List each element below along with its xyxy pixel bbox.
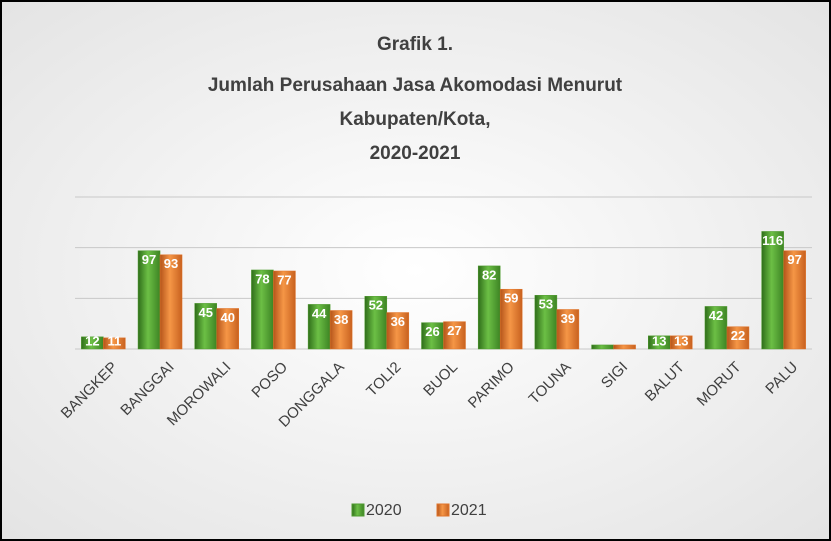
bar xyxy=(159,254,183,350)
value-label: 11 xyxy=(107,333,121,348)
bar xyxy=(591,344,614,350)
value-label: 39 xyxy=(561,311,575,326)
value-label: 82 xyxy=(482,267,496,282)
value-label: 93 xyxy=(164,256,178,271)
bar xyxy=(499,288,523,350)
legend-label: 2020 xyxy=(366,502,402,519)
value-label: 97 xyxy=(787,252,801,267)
bar xyxy=(386,312,410,350)
value-label: 40 xyxy=(220,310,234,325)
legend-swatch xyxy=(436,503,450,517)
legend-swatch xyxy=(351,503,365,517)
value-label: 78 xyxy=(255,271,269,286)
chart-title: Kabupaten/Kota, xyxy=(340,109,491,130)
value-label: 45 xyxy=(198,305,212,320)
bar xyxy=(216,308,239,350)
value-label: 13 xyxy=(652,333,666,348)
bar xyxy=(443,321,466,350)
bar xyxy=(783,250,806,350)
value-label: 53 xyxy=(539,297,553,312)
value-label: 116 xyxy=(762,233,783,248)
bar xyxy=(103,337,126,350)
bar xyxy=(670,335,693,350)
value-label: 44 xyxy=(312,306,327,321)
value-label: 22 xyxy=(731,328,745,343)
value-label: 13 xyxy=(674,333,688,348)
value-label: 77 xyxy=(277,272,291,287)
value-label: 59 xyxy=(504,291,518,306)
chart-title: 2020-2021 xyxy=(370,143,461,164)
chart-title: Grafik 1. xyxy=(377,34,453,55)
value-label: 27 xyxy=(447,323,461,338)
bar xyxy=(556,309,580,350)
value-label: 52 xyxy=(369,298,383,313)
bar xyxy=(613,344,636,350)
value-label: 26 xyxy=(425,324,439,339)
value-label: 42 xyxy=(709,308,723,323)
bar xyxy=(273,270,296,350)
legend-label: 2021 xyxy=(451,502,487,519)
value-label: 12 xyxy=(85,333,99,348)
value-label: 97 xyxy=(142,252,156,267)
bar xyxy=(329,310,353,350)
bar xyxy=(761,231,784,350)
chart-title: Jumlah Perusahaan Jasa Akomodasi Menurut xyxy=(208,75,623,96)
value-label: 36 xyxy=(391,314,405,329)
bar xyxy=(726,326,750,350)
value-label: 38 xyxy=(334,312,348,327)
